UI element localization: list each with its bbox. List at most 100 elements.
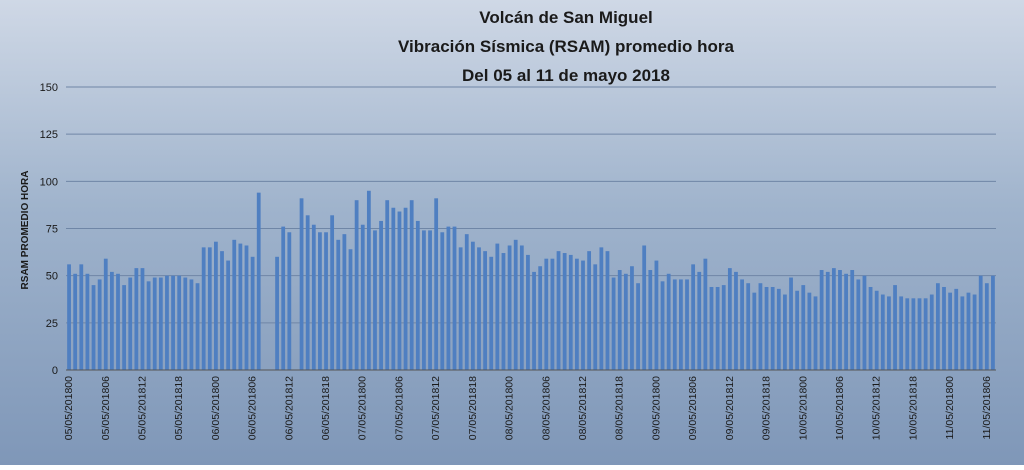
bar (103, 258, 108, 370)
chart-title-line-2: Vibración Sísmica (RSAM) promedio hora (398, 37, 735, 56)
bar (611, 277, 616, 370)
chart-title: Volcán de San Miguel Vibración Sísmica (… (398, 8, 735, 85)
bar (207, 247, 212, 370)
x-tick-label: 05/05/201806 (100, 376, 112, 440)
x-tick-label: 09/05/201806 (687, 376, 699, 440)
bar (776, 288, 781, 370)
bar (617, 270, 622, 370)
bar (201, 247, 206, 370)
bar (195, 283, 200, 370)
bar (648, 270, 653, 370)
bar (73, 273, 78, 370)
bar (929, 294, 934, 370)
bar (532, 271, 536, 370)
bar (538, 266, 543, 370)
x-tick-label: 09/05/201800 (650, 376, 662, 440)
bar (354, 200, 359, 370)
bar (128, 277, 133, 370)
bar (630, 266, 634, 370)
x-tick-label: 10/05/201800 (797, 376, 809, 440)
bar (587, 251, 592, 370)
bar (97, 279, 102, 370)
bar (360, 224, 365, 370)
bar (568, 254, 573, 370)
bar (887, 296, 891, 370)
bar (874, 290, 879, 370)
bar (67, 264, 71, 370)
bar (593, 264, 598, 370)
y-tick-labels: 0 25 50 75 100 125 150 (40, 82, 58, 377)
bar (764, 286, 769, 370)
bar (960, 296, 965, 370)
bar (409, 200, 414, 370)
x-tick-label: 06/05/201800 (210, 376, 222, 440)
y-tick-label: 50 (46, 271, 58, 283)
bar (654, 260, 659, 370)
bar (318, 232, 322, 370)
bar (801, 285, 806, 370)
bar (183, 277, 188, 370)
x-tick-label: 08/05/201812 (577, 376, 589, 440)
bar (226, 260, 231, 370)
bar (238, 243, 243, 370)
bar (324, 232, 328, 370)
bar (574, 258, 579, 370)
bar (991, 275, 995, 370)
y-axis-label: RSAM PROMEDIO HORA (20, 171, 31, 290)
bar (146, 281, 151, 370)
bar (599, 247, 604, 370)
x-tick-labels: 05/05/201800 05/05/201806 05/05/201812 05/0… (63, 376, 993, 440)
bar (165, 275, 169, 370)
bar (464, 234, 469, 370)
y-tick-label: 25 (46, 318, 58, 330)
bar (807, 292, 812, 370)
bar (171, 275, 175, 370)
bar (373, 230, 377, 370)
bar (948, 292, 953, 370)
bar (79, 264, 84, 370)
bar (91, 285, 96, 370)
x-tick-label: 07/05/201800 (357, 376, 369, 440)
bar (507, 245, 512, 370)
bar (623, 273, 628, 370)
bar (844, 273, 848, 370)
bar (966, 292, 971, 370)
bar (795, 290, 800, 370)
y-tick-label: 150 (40, 82, 58, 94)
x-tick-label: 06/05/201818 (320, 376, 332, 440)
bar (232, 239, 237, 370)
bar (422, 230, 426, 370)
bar (666, 273, 671, 370)
bar (275, 256, 279, 370)
bar (819, 270, 824, 370)
bar (642, 245, 647, 370)
bar (838, 270, 842, 370)
bar (397, 211, 402, 370)
bar (526, 254, 530, 370)
bar (825, 271, 830, 370)
bar (214, 241, 218, 370)
bar (299, 198, 304, 370)
x-tick-label: 05/05/201812 (136, 376, 148, 440)
bar (122, 285, 127, 370)
bar (501, 253, 506, 370)
bar (287, 232, 292, 370)
x-tick-label: 09/05/201812 (724, 376, 736, 440)
bar (385, 200, 390, 370)
bar (483, 251, 488, 370)
bar (152, 277, 157, 370)
bar (189, 279, 194, 370)
chart-title-line-3: Del 05 al 11 de mayo 2018 (462, 66, 670, 85)
bar (550, 258, 555, 370)
bar (758, 283, 763, 370)
bar (403, 207, 408, 370)
bar (177, 275, 182, 370)
bar (746, 283, 751, 370)
bar (734, 271, 738, 370)
bar (954, 288, 959, 370)
bar (116, 273, 120, 370)
bar (703, 258, 708, 370)
bar (679, 279, 683, 370)
bar (489, 256, 494, 370)
